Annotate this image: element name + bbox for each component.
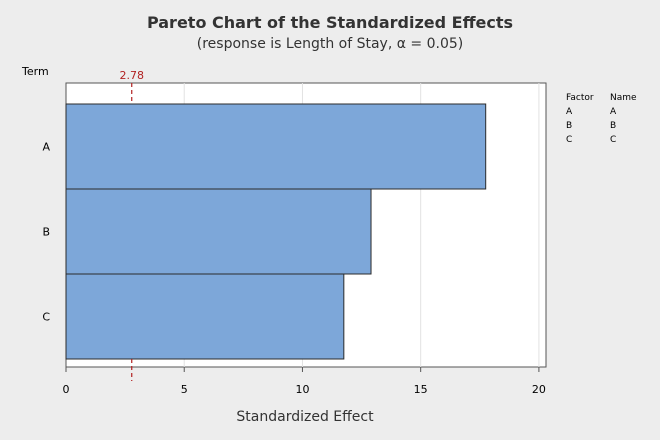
x-ticks: 0 5 10 15 20 bbox=[63, 367, 546, 396]
bar-C bbox=[65, 273, 345, 360]
bar-B bbox=[65, 188, 372, 275]
x-axis-label: Standardized Effect bbox=[236, 409, 374, 425]
y-tick-label: C bbox=[42, 311, 50, 324]
legend-name: A bbox=[610, 107, 617, 117]
x-tick-label: 5 bbox=[181, 383, 188, 396]
x-tick-label: 0 bbox=[63, 383, 70, 396]
bar-A bbox=[65, 103, 487, 190]
chart-title: Pareto Chart of the Standardized Effects bbox=[147, 13, 513, 32]
reference-line-label: 2.78 bbox=[119, 69, 144, 82]
legend-name: C bbox=[610, 135, 616, 145]
x-tick-label: 15 bbox=[414, 383, 428, 396]
y-tick-labels: A B C bbox=[42, 141, 50, 324]
legend-factor: A bbox=[566, 107, 573, 117]
legend-header-factor: Factor bbox=[566, 93, 594, 103]
y-tick-label: B bbox=[42, 226, 50, 239]
legend-header-name: Name bbox=[610, 93, 637, 103]
legend-factor: C bbox=[566, 135, 572, 145]
bars bbox=[65, 103, 487, 360]
x-tick-label: 10 bbox=[295, 383, 309, 396]
legend-name: B bbox=[610, 121, 616, 131]
legend-factor: B bbox=[566, 121, 572, 131]
y-axis-label: Term bbox=[21, 65, 49, 78]
y-tick-label: A bbox=[42, 141, 50, 154]
reference-line-group: 2.78 bbox=[119, 69, 144, 381]
chart-subtitle: (response is Length of Stay, α = 0.05) bbox=[197, 36, 463, 52]
x-tick-label: 20 bbox=[532, 383, 546, 396]
